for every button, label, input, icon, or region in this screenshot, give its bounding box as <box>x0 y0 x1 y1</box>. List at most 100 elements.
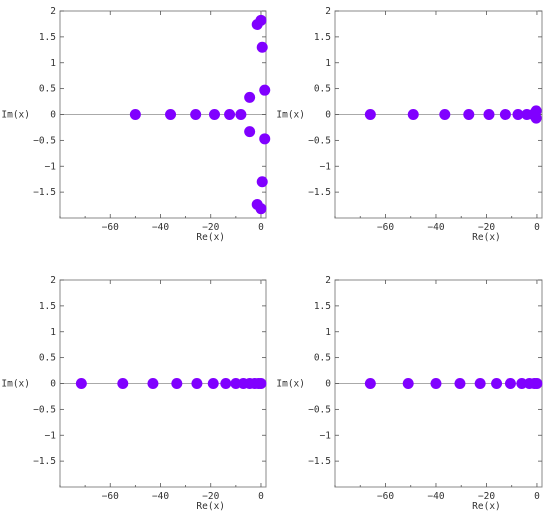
data-point <box>75 378 87 389</box>
data-point <box>516 378 528 389</box>
data-point <box>235 109 247 120</box>
x-tick-label: −60 <box>377 222 394 233</box>
x-axis-title: Re(x) <box>472 232 501 243</box>
data-point <box>259 133 271 145</box>
data-point <box>402 378 414 389</box>
y-tick-label: 2 <box>50 275 56 286</box>
y-tick-label: 1.5 <box>314 32 331 43</box>
y-tick-label: −0.5 <box>33 135 56 146</box>
x-tick-label: −20 <box>202 491 219 502</box>
y-tick-label: 1 <box>325 58 331 69</box>
data-point <box>191 378 203 389</box>
data-point <box>499 109 511 120</box>
data-point <box>256 176 268 188</box>
data-point <box>474 378 486 389</box>
y-tick-label: 2 <box>325 6 331 17</box>
y-tick-label: 1 <box>50 58 56 69</box>
data-point <box>407 109 419 120</box>
y-tick-label: −1 <box>320 161 332 172</box>
data-point <box>439 109 451 120</box>
y-axis-title: Im(x) <box>276 379 305 390</box>
data-point <box>256 41 268 53</box>
y-tick-label: 0 <box>325 379 331 390</box>
y-tick-label: −1 <box>320 430 332 441</box>
x-tick-label: −20 <box>478 222 495 233</box>
y-tick-label: −1.5 <box>33 456 56 467</box>
x-tick-label: −40 <box>152 222 169 233</box>
x-tick-label: 0 <box>258 222 264 233</box>
chart-panel-4: −60 −40 −20 0 2 1.5 1 0.5 0 −0.5 −1 −1.5 Re(x) Im(x) <box>276 275 543 512</box>
y-tick-label: 2 <box>50 6 56 17</box>
y-tick-label: −1.5 <box>308 187 331 198</box>
data-point <box>171 378 183 389</box>
y-tick-label: 0.5 <box>39 353 56 364</box>
data-point <box>129 109 141 120</box>
y-tick-label: −0.5 <box>308 135 331 146</box>
y-tick-label: 0 <box>325 110 331 121</box>
data-point <box>454 378 466 389</box>
y-tick-label: 1.5 <box>39 32 56 43</box>
x-tick-label: −60 <box>377 491 394 502</box>
data-point <box>165 109 177 120</box>
y-tick-label: −0.5 <box>33 404 56 415</box>
data-point <box>259 84 271 96</box>
y-tick-label: 1.5 <box>39 301 56 312</box>
x-tick-label: −20 <box>202 222 219 233</box>
x-axis-title: Re(x) <box>196 501 225 512</box>
data-point <box>230 378 242 389</box>
x-tick-label: −40 <box>427 491 444 502</box>
chart-panel-1: −60 −40 −20 0 2 1.5 1 0.5 0 −0.5 −1 −1.5 Re(x) Im(x) <box>1 6 271 243</box>
data-point <box>483 109 495 120</box>
y-tick-label: 1.5 <box>314 301 331 312</box>
data-point <box>244 91 256 103</box>
y-axis-title: Im(x) <box>1 379 30 390</box>
data-point <box>430 378 442 389</box>
data-point <box>530 112 542 124</box>
data-point <box>491 378 503 389</box>
x-tick-label: 0 <box>258 491 264 502</box>
y-axis-title: Im(x) <box>1 110 30 121</box>
x-axis-title: Re(x) <box>472 501 501 512</box>
chart-panel-3: −60 −40 −20 0 2 1.5 1 0.5 0 −0.5 −1 −1.5 Re(x) Im(x) <box>1 275 267 512</box>
y-axis-title: Im(x) <box>276 110 305 121</box>
data-point <box>244 126 256 138</box>
data-point <box>220 378 232 389</box>
x-tick-label: −60 <box>102 491 119 502</box>
data-point <box>207 378 219 389</box>
y-tick-label: −1 <box>45 430 57 441</box>
x-tick-label: −40 <box>427 222 444 233</box>
y-tick-label: 1 <box>50 327 56 338</box>
data-point <box>364 109 376 120</box>
y-tick-label: −0.5 <box>308 404 331 415</box>
x-axis-title: Re(x) <box>196 232 225 243</box>
y-tick-label: −1 <box>45 161 57 172</box>
x-tick-label: −20 <box>478 491 495 502</box>
data-point <box>117 378 129 389</box>
data-point <box>209 109 220 120</box>
data-point <box>224 109 236 120</box>
y-tick-label: 0 <box>50 379 56 390</box>
y-tick-label: 1 <box>325 327 331 338</box>
data-point <box>190 109 202 120</box>
y-tick-label: −1.5 <box>33 187 56 198</box>
chart-panel-2: −60 −40 −20 0 2 1.5 1 0.5 0 −0.5 −1 −1.5 Re(x) Im(x) <box>276 6 543 243</box>
x-tick-label: 0 <box>534 491 540 502</box>
y-tick-label: 0.5 <box>39 84 56 95</box>
data-point <box>531 378 543 389</box>
data-point <box>255 203 267 215</box>
data-point <box>504 378 516 389</box>
data-point <box>147 378 159 389</box>
y-tick-label: 2 <box>325 275 331 286</box>
x-tick-label: 0 <box>534 222 540 233</box>
x-tick-label: −40 <box>152 491 169 502</box>
y-tick-label: 0.5 <box>314 353 331 364</box>
y-tick-label: 0 <box>50 110 56 121</box>
x-tick-label: −60 <box>102 222 119 233</box>
data-point <box>463 109 475 120</box>
data-point <box>364 378 376 389</box>
data-point <box>512 109 524 120</box>
data-point <box>255 14 267 26</box>
y-tick-label: −1.5 <box>308 456 331 467</box>
y-tick-label: 0.5 <box>314 84 331 95</box>
